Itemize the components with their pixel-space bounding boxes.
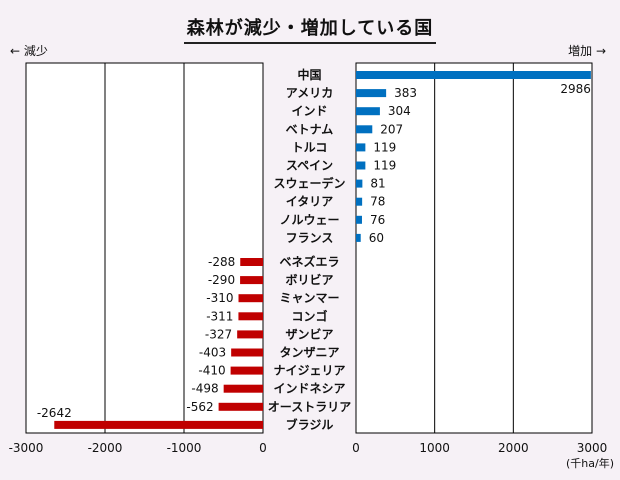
- category-label: インドネシア: [273, 382, 345, 396]
- increase-tick-label: 3000: [577, 441, 608, 455]
- increase-value-label: 119: [373, 140, 396, 154]
- unit-label: (千ha/年): [565, 457, 614, 470]
- category-label: ボリビア: [285, 272, 333, 287]
- decrease-bar: [237, 330, 263, 339]
- increase-bar: [356, 71, 591, 79]
- increase-tick-label: 2000: [498, 441, 529, 455]
- increase-value-label: 2986: [560, 82, 591, 96]
- decrease-tick-label: -2000: [88, 441, 123, 455]
- decrease-tick-label: -1000: [167, 441, 202, 455]
- category-label: ベネズエラ: [279, 254, 339, 269]
- decrease-bar: [231, 348, 263, 357]
- decrease-value-label: -410: [198, 364, 225, 378]
- decrease-value-label: -562: [186, 400, 213, 414]
- increase-value-label: 78: [370, 195, 385, 209]
- decrease-value-label: -290: [208, 273, 235, 287]
- decrease-bar: [240, 276, 263, 285]
- decrease-value-label: -498: [191, 382, 218, 396]
- category-label: イタリア: [286, 195, 334, 209]
- decrease-panel: [25, 62, 264, 434]
- decrease-bar: [54, 420, 264, 429]
- category-label: ベトナム: [286, 122, 334, 136]
- category-label: スウェーデン: [273, 176, 345, 191]
- decrease-direction-label: ← 減少: [10, 44, 48, 58]
- increase-bar: [356, 89, 387, 98]
- decrease-value-label: -327: [205, 327, 232, 341]
- increase-panel: [355, 62, 593, 434]
- category-label: スペイン: [286, 159, 333, 173]
- increase-bar: [356, 143, 366, 152]
- increase-bar: [356, 179, 363, 188]
- increase-value-label: 76: [370, 213, 385, 227]
- increase-bar: [356, 197, 363, 206]
- decrease-value-label: -403: [199, 346, 226, 360]
- category-label: ノルウェー: [279, 213, 339, 227]
- title-wrap: 森林が減少・増加している国: [0, 14, 620, 44]
- increase-bar: [356, 161, 366, 170]
- increase-value-label: 119: [373, 159, 396, 173]
- category-label: 中国: [297, 67, 321, 82]
- increase-bar: [356, 107, 380, 116]
- decrease-value-label: -288: [208, 255, 235, 269]
- increase-value-label: 383: [394, 86, 417, 100]
- increase-bar: [356, 125, 373, 134]
- category-label: ブラジル: [286, 417, 334, 432]
- decrease-bar: [230, 366, 263, 375]
- category-label: ミャンマー: [279, 291, 339, 305]
- category-label: トルコ: [292, 140, 328, 154]
- increase-bar: [356, 233, 361, 242]
- decrease-tick-label: 0: [259, 441, 267, 455]
- category-label: ザンビア: [285, 326, 333, 341]
- decrease-bar: [218, 402, 263, 411]
- category-label: インド: [291, 104, 327, 118]
- category-label: タンザニア: [279, 346, 339, 360]
- category-label: アメリカ: [286, 86, 333, 100]
- category-label: フランス: [286, 231, 334, 245]
- decrease-value-label: -310: [206, 291, 233, 305]
- increase-value-label: 207: [380, 122, 403, 136]
- category-label: コンゴ: [291, 308, 327, 323]
- increase-tick-label: 0: [352, 441, 360, 455]
- decrease-value-label: -2642: [37, 406, 72, 420]
- category-label: ナイジェリア: [273, 364, 345, 378]
- increase-direction-label: 増加 →: [568, 44, 606, 58]
- increase-bar: [356, 215, 362, 224]
- increase-value-label: 81: [370, 177, 385, 191]
- decrease-bar: [223, 384, 263, 393]
- decrease-tick-label: -3000: [9, 441, 44, 455]
- increase-value-label: 60: [369, 231, 384, 245]
- increase-value-label: 304: [388, 104, 411, 118]
- decrease-bar: [240, 258, 263, 266]
- chart-title: 森林が減少・増加している国: [183, 14, 437, 44]
- decrease-bar: [238, 294, 263, 303]
- decrease-value-label: -311: [206, 309, 233, 323]
- decrease-bar: [238, 312, 263, 321]
- category-label: オーストラリア: [268, 400, 351, 414]
- increase-tick-label: 1000: [419, 441, 450, 455]
